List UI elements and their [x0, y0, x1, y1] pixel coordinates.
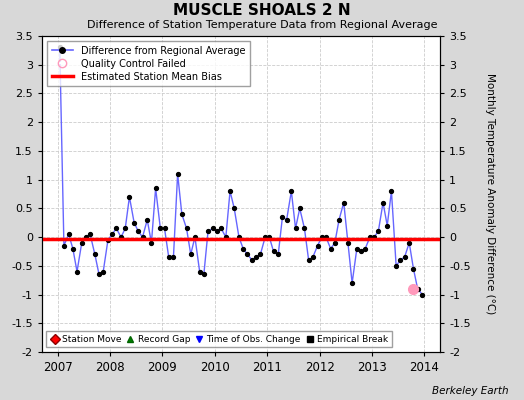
Y-axis label: Monthly Temperature Anomaly Difference (°C): Monthly Temperature Anomaly Difference (…: [485, 73, 495, 315]
Text: Berkeley Earth: Berkeley Earth: [432, 386, 508, 396]
Legend: Station Move, Record Gap, Time of Obs. Change, Empirical Break: Station Move, Record Gap, Time of Obs. C…: [47, 331, 391, 348]
Text: Difference of Station Temperature Data from Regional Average: Difference of Station Temperature Data f…: [87, 20, 437, 30]
Text: MUSCLE SHOALS 2 N: MUSCLE SHOALS 2 N: [173, 3, 351, 18]
